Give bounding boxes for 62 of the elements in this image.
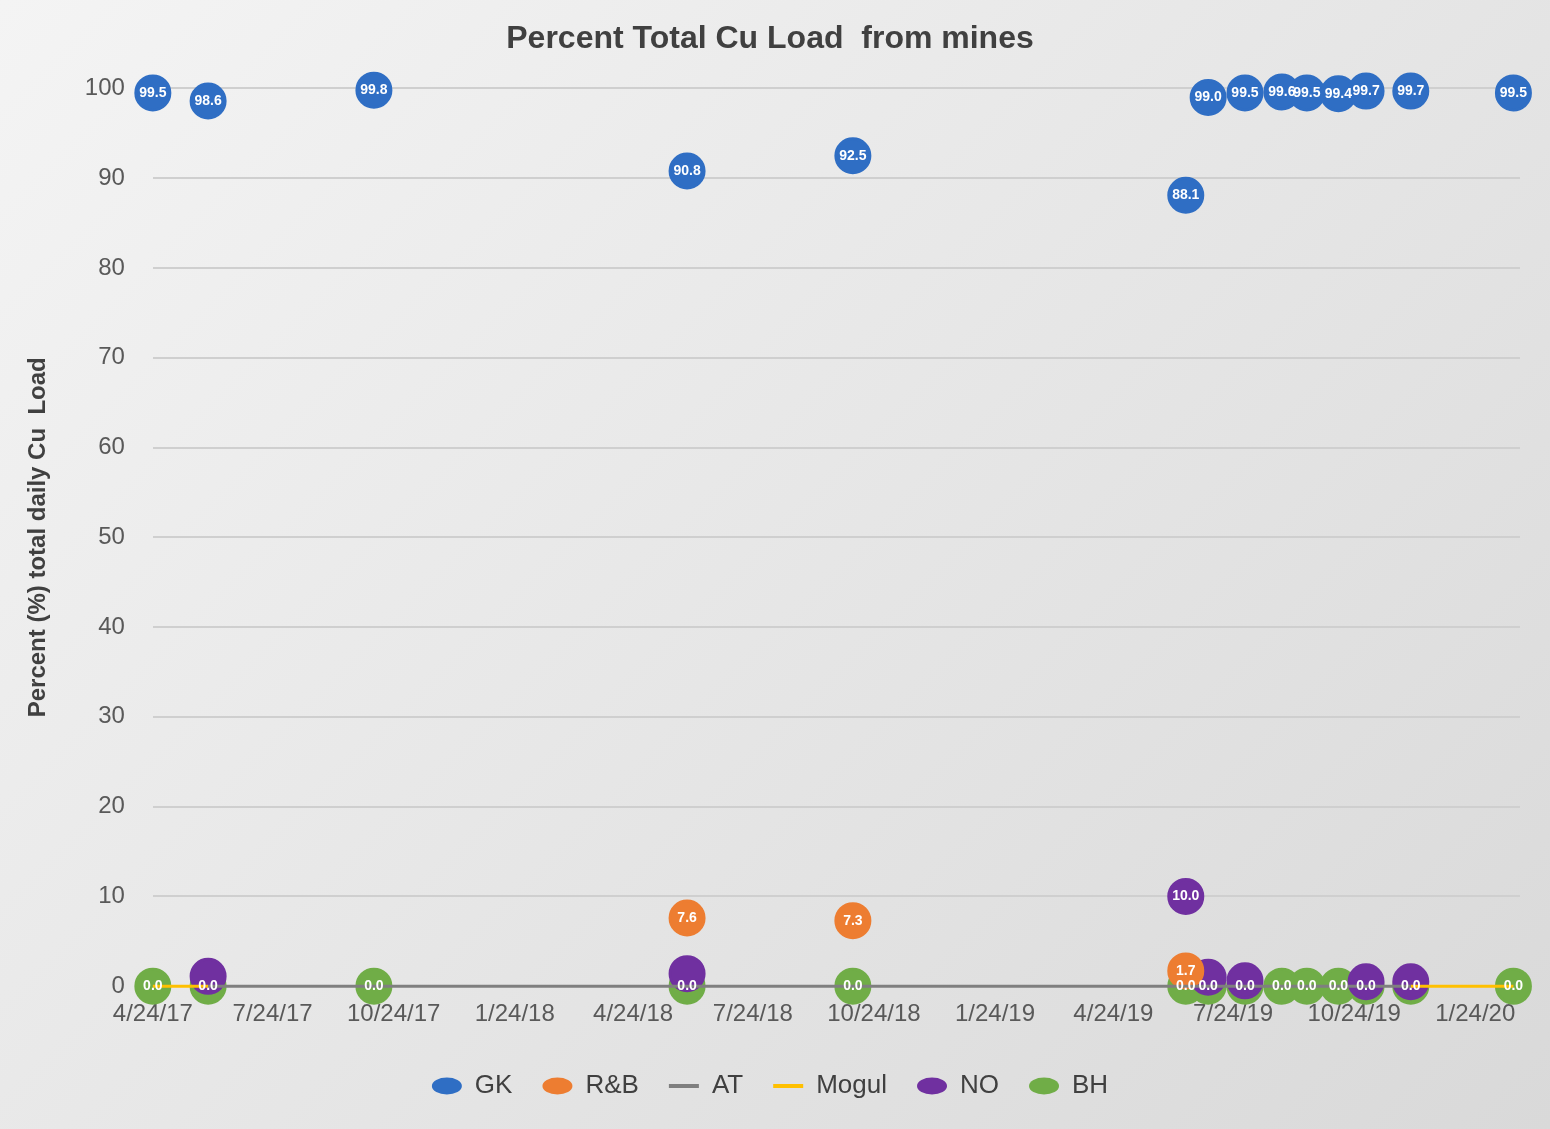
x-tick-label: 1/24/18 (474, 999, 555, 1027)
data-label: 99.7 (1352, 81, 1380, 98)
data-label: 0.0 (1401, 977, 1421, 994)
y-axis-title: Percent (%) total daily Cu Load (23, 357, 51, 718)
data-label: 99.5 (139, 83, 167, 100)
data-label: 1.7 (1176, 961, 1196, 978)
data-label: 99.5 (1293, 83, 1321, 100)
data-label: 0.0 (1297, 977, 1317, 994)
data-label: 99.7 (1397, 81, 1425, 98)
data-label: 0.0 (1198, 977, 1219, 994)
data-label: 0.0 (364, 977, 384, 994)
legend-label: BH (1072, 1069, 1109, 1100)
data-label: 10.0 (1172, 887, 1200, 904)
y-tick-label: 60 (98, 432, 125, 460)
chart-title: Percent Total Cu Load from mines (506, 19, 1034, 56)
data-label: 7.6 (677, 908, 698, 925)
y-tick-label: 70 (98, 342, 125, 370)
data-label: 0.0 (1235, 977, 1255, 994)
data-label: 99.6 (1268, 82, 1296, 99)
data-label: 92.5 (839, 146, 867, 163)
data-label: 99.5 (1231, 83, 1259, 100)
legend-label: Mogul (816, 1069, 888, 1100)
x-tick-label: 1/24/20 (1435, 999, 1516, 1027)
y-tick-label: 30 (98, 701, 125, 729)
data-label: 99.5 (1499, 83, 1528, 100)
data-label: 90.8 (673, 161, 701, 178)
data-label: 88.1 (1172, 186, 1200, 203)
x-tick-label: 7/24/19 (1193, 999, 1274, 1027)
data-label: 98.6 (194, 91, 222, 108)
y-tick-label: 50 (98, 521, 125, 549)
x-tick-label: 4/24/19 (1073, 999, 1154, 1027)
data-label: 0.0 (1176, 977, 1196, 994)
legend-label: AT (711, 1069, 744, 1100)
x-tick-label: 10/24/19 (1307, 999, 1401, 1027)
legend-label: GK (474, 1069, 514, 1100)
data-label: 0.0 (677, 977, 698, 994)
x-tick-label: 7/24/18 (712, 999, 793, 1027)
data-label: 99.8 (360, 81, 388, 98)
x-tick-label: 1/24/19 (954, 999, 1036, 1027)
data-label: 0.0 (1503, 977, 1524, 994)
data-label: 7.3 (843, 911, 863, 928)
y-tick-label: 80 (98, 252, 125, 280)
y-tick-label: 40 (98, 611, 125, 639)
legend-label: R&B (585, 1069, 639, 1100)
y-tick-label: 0 (111, 970, 125, 998)
data-label: 0.0 (1328, 977, 1349, 994)
legend-label: NO (960, 1069, 1000, 1100)
y-tick-label: 20 (98, 791, 125, 819)
x-tick-label: 10/24/18 (827, 999, 921, 1027)
data-label: 99.0 (1194, 88, 1222, 105)
y-tick-label: 90 (98, 162, 125, 190)
x-tick-label: 10/24/17 (346, 999, 441, 1027)
x-tick-label: 4/24/17 (112, 999, 193, 1027)
data-label: 0.0 (143, 977, 163, 994)
y-tick-label: 100 (84, 73, 125, 101)
x-tick-label: 4/24/18 (593, 999, 674, 1027)
x-tick-label: 7/24/17 (232, 999, 313, 1027)
data-label: 0.0 (198, 977, 219, 994)
data-label: 0.0 (843, 977, 863, 994)
data-label: 99.4 (1324, 84, 1353, 101)
data-label: 0.0 (1272, 977, 1292, 994)
y-tick-label: 10 (98, 881, 125, 909)
